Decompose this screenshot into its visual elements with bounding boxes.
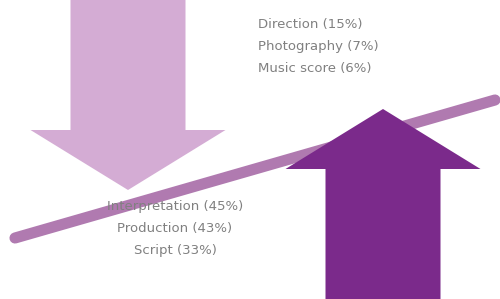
Text: Interpretation (45%): Interpretation (45%): [107, 200, 243, 213]
Text: Script (33%): Script (33%): [134, 244, 216, 257]
Text: Direction (15%): Direction (15%): [258, 18, 362, 31]
Text: Photography (7%): Photography (7%): [258, 40, 378, 53]
Text: Music score (6%): Music score (6%): [258, 62, 372, 75]
Polygon shape: [286, 109, 480, 299]
Polygon shape: [30, 0, 226, 190]
Text: Production (43%): Production (43%): [118, 222, 232, 235]
